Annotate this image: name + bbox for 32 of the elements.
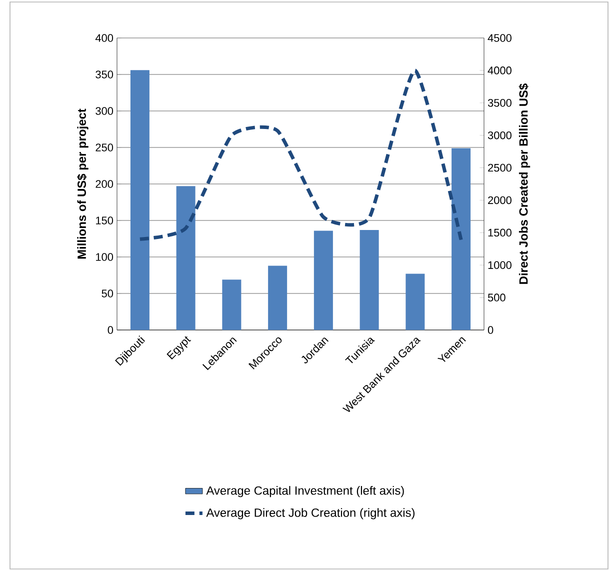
y2-tick-label: 1500 — [488, 228, 512, 237]
y-tick-label: 300 — [96, 107, 114, 115]
y2-tick-label: 3500 — [488, 99, 512, 107]
y-tick-label: 0 — [108, 326, 114, 334]
bar — [130, 70, 150, 330]
y2-tick-label: 0 — [488, 326, 494, 334]
y2-tick-label: 4500 — [488, 34, 512, 42]
y2-axis-title: Direct Jobs Created per Billion US$ — [518, 84, 530, 284]
y-tick-label: 200 — [96, 180, 114, 188]
bar — [222, 280, 242, 330]
y-tick-label: 250 — [96, 144, 114, 152]
y-tick-label: 150 — [96, 216, 114, 224]
bar — [406, 274, 425, 330]
line-series — [138, 68, 463, 242]
y2-tick-label: 2000 — [488, 196, 512, 204]
legend-label: Average Capital Investment (left axis) — [206, 486, 404, 498]
y-tick-label: 400 — [95, 34, 114, 42]
y-tick-label: 100 — [96, 253, 114, 261]
bar — [176, 186, 196, 330]
y2-tick-label: 3000 — [488, 131, 512, 140]
y2-tick-label: 4000 — [488, 66, 512, 74]
y2-tick-label: 2500 — [488, 164, 512, 172]
bar — [268, 266, 288, 330]
legend-label: Average Direct Job Creation (right axis) — [206, 508, 415, 520]
y-axis-title: Millions of US$ per project — [77, 108, 88, 259]
y2-tick-label: 1000 — [488, 261, 512, 269]
y-tick-label: 350 — [96, 70, 114, 78]
y-tick-label: 50 — [102, 290, 114, 298]
bar — [360, 230, 379, 330]
bar — [314, 230, 333, 330]
bar — [452, 148, 471, 330]
y2-tick-label: 500 — [488, 294, 506, 302]
